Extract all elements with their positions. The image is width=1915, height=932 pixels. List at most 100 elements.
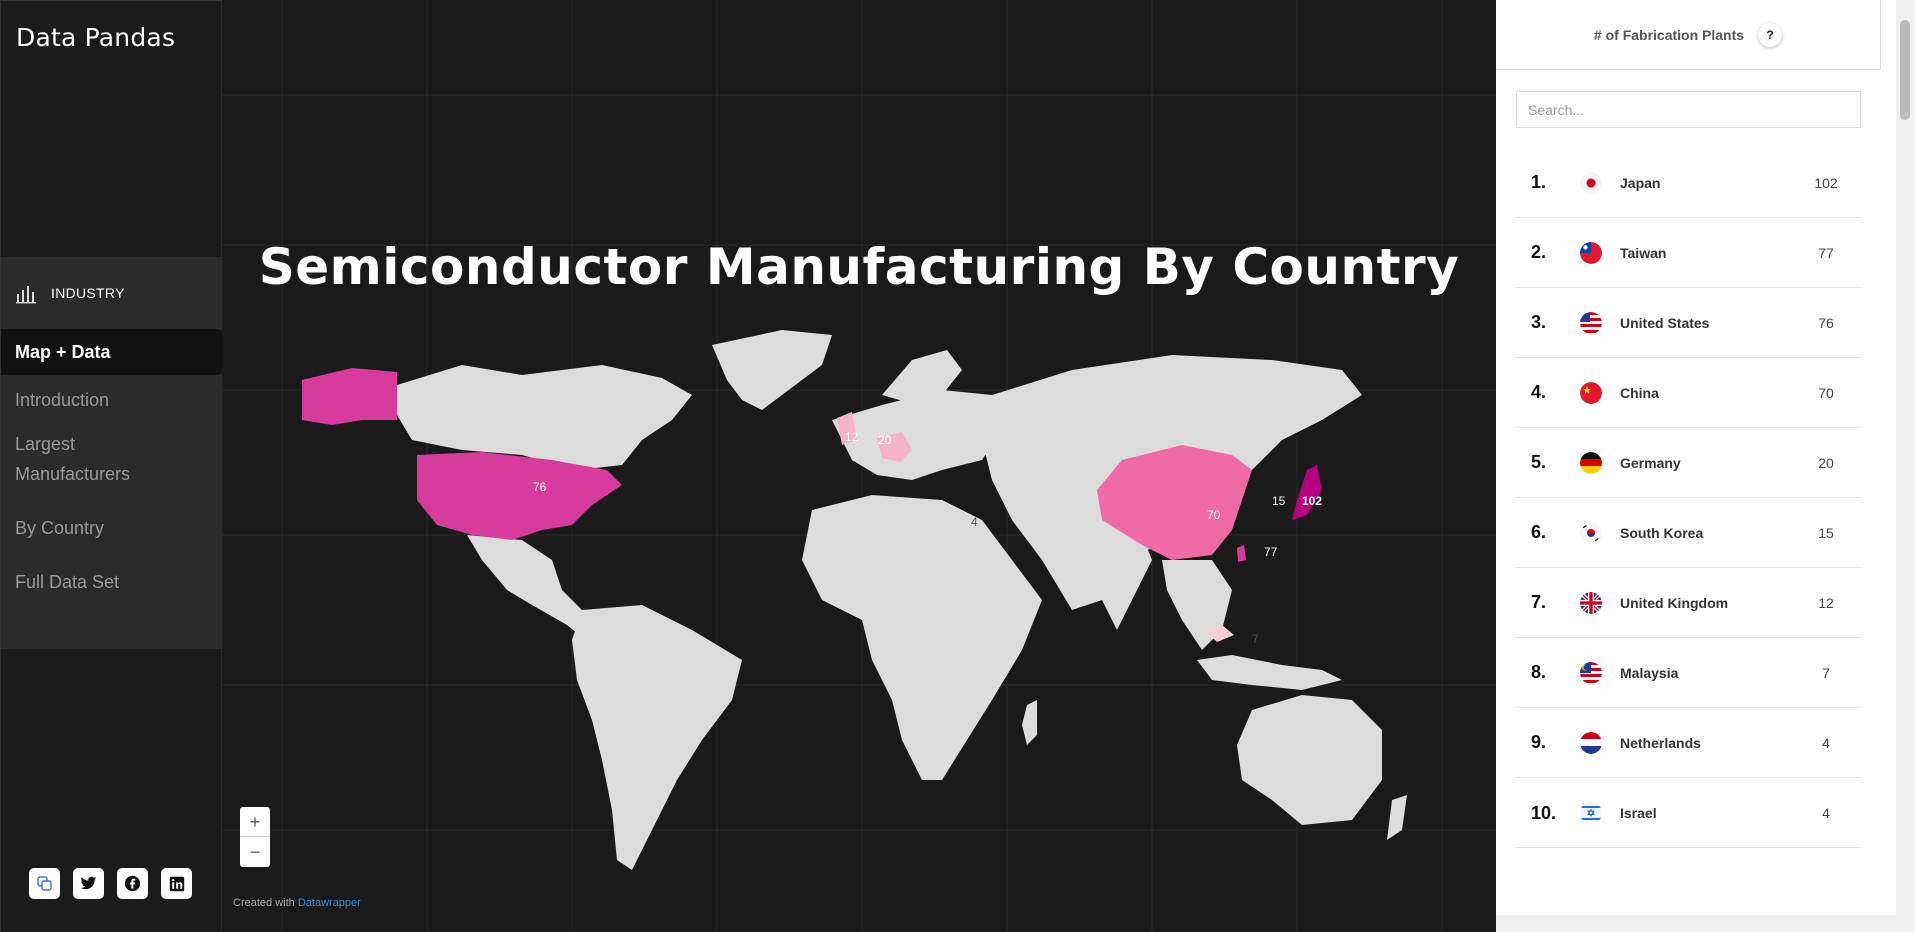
country-value: 70: [1818, 384, 1834, 401]
region-alaska[interactable]: [302, 368, 397, 425]
nav-item-full-data-set[interactable]: Full Data Set: [15, 572, 120, 592]
flag-taiwan-icon: [1580, 241, 1602, 264]
list-item[interactable]: 9. Netherlands 4: [1516, 708, 1861, 778]
country-name: Malaysia: [1620, 664, 1679, 681]
nav-item-map-data[interactable]: Map + Data: [1, 329, 223, 375]
flag-united-kingdom-icon: [1580, 591, 1602, 614]
map-label-uk: 12: [845, 430, 859, 444]
rank: 2.: [1531, 242, 1547, 262]
sidebar: Data Pandas INDUSTRY Map + Data Introduc…: [0, 0, 223, 932]
list-item[interactable]: 1. Japan 102: [1516, 148, 1861, 218]
flag-israel-icon: [1580, 802, 1602, 824]
land: [397, 330, 1407, 870]
flag-japan-icon: [1580, 171, 1602, 194]
map-grid: [222, 0, 1496, 932]
nav-item-by-country[interactable]: By Country: [15, 518, 105, 538]
country-name: United States: [1620, 314, 1710, 331]
nav-item-largest-manufacturers[interactable]: Largest Manufacturers: [15, 434, 131, 484]
map-label-israel: 4: [971, 515, 978, 529]
help-button[interactable]: ?: [1758, 22, 1783, 47]
twitter-icon: [80, 876, 97, 890]
country-value: 102: [1814, 174, 1838, 191]
rank: 5.: [1531, 452, 1547, 472]
data-panel: # of Fabrication Plants ? 1. Japan 102 2…: [1496, 0, 1915, 932]
flag-united-states-icon: [1580, 311, 1602, 334]
country-name: Taiwan: [1620, 244, 1667, 261]
country-name: Israel: [1620, 805, 1657, 821]
credit-prefix: Created with: [233, 897, 295, 909]
datawrapper-link[interactable]: Datawrapper: [297, 897, 361, 909]
flag-netherlands-icon: [1580, 731, 1602, 754]
map-label-us: 76: [533, 480, 547, 494]
list-item[interactable]: 7. United Kingdom 12: [1516, 568, 1861, 638]
map-title: Semiconductor Manufacturing By Country: [258, 238, 1460, 296]
vertical-scrollbar[interactable]: [1896, 0, 1915, 915]
list-item[interactable]: 10. Israel 4: [1516, 778, 1861, 848]
nav-item-introduction[interactable]: Introduction: [15, 390, 110, 410]
region-united-states[interactable]: [417, 452, 622, 540]
zoom-control: + −: [240, 807, 270, 867]
country-name: Japan: [1620, 174, 1661, 191]
copy-link-icon: [37, 876, 52, 891]
map-label-china: 70: [1207, 508, 1221, 522]
region-japan[interactable]: [1292, 465, 1322, 520]
panel-header: # of Fabrication Plants ?: [1496, 0, 1881, 70]
list-item[interactable]: 5. Germany 20: [1516, 428, 1861, 498]
map-label-south-korea: 15: [1272, 494, 1286, 508]
panel-header-title: # of Fabrication Plants: [1593, 26, 1745, 43]
country-name: Germany: [1620, 454, 1681, 471]
rank: 1.: [1531, 172, 1547, 192]
list-item[interactable]: 4. China 70: [1516, 358, 1861, 428]
copy-link-button[interactable]: [29, 868, 60, 899]
map-label-japan: 102: [1302, 494, 1323, 508]
country-name: Netherlands: [1620, 734, 1701, 751]
facebook-icon: [124, 875, 141, 892]
rank: 6.: [1531, 522, 1547, 542]
nav-panel: INDUSTRY Map + Data Introduction Largest…: [1, 257, 223, 649]
highlighted-countries: [302, 368, 1322, 642]
region-taiwan[interactable]: [1237, 545, 1246, 562]
region-uk[interactable]: [837, 412, 857, 445]
country-value: 7: [1822, 664, 1830, 681]
map-label-germany: 20: [878, 433, 892, 447]
nav-section-industry[interactable]: INDUSTRY: [1, 257, 223, 329]
country-value: 4: [1822, 805, 1830, 821]
list-item[interactable]: 6. South Korea 15: [1516, 498, 1861, 568]
brand-title[interactable]: Data Pandas: [16, 23, 176, 52]
list-item[interactable]: 8. Malaysia 7: [1516, 638, 1861, 708]
rank: 3.: [1531, 312, 1547, 332]
country-value: 15: [1818, 524, 1834, 541]
country-value: 4: [1822, 734, 1830, 751]
twitter-button[interactable]: [73, 868, 104, 899]
country-value: 20: [1818, 454, 1834, 471]
zoom-out-button[interactable]: −: [249, 842, 261, 862]
flag-south-korea-icon: [1580, 521, 1602, 544]
facebook-button[interactable]: [117, 868, 148, 899]
search-input[interactable]: [1516, 91, 1861, 128]
map-label-taiwan: 77: [1264, 545, 1278, 559]
zoom-in-button[interactable]: +: [240, 807, 270, 837]
region-malaysia[interactable]: [1202, 625, 1234, 642]
flag-china-icon: [1580, 381, 1602, 404]
list-item[interactable]: 3. United States 76: [1516, 288, 1861, 358]
region-china[interactable]: [1097, 445, 1252, 560]
rank: 4.: [1531, 382, 1547, 402]
rank: 10.: [1531, 802, 1557, 823]
country-name: United Kingdom: [1620, 594, 1729, 611]
flag-germany-icon: [1580, 451, 1602, 474]
linkedin-button[interactable]: [161, 868, 192, 899]
list-item[interactable]: 2. Taiwan 77: [1516, 218, 1861, 288]
scrollbar-thumb[interactable]: [1900, 20, 1910, 120]
social-links: [29, 868, 192, 899]
bar-chart-icon: [16, 286, 36, 304]
list-divider: [1516, 847, 1861, 848]
flag-malaysia-icon: [1580, 661, 1602, 684]
horizontal-scrollbar[interactable]: [1496, 915, 1915, 932]
region-germany[interactable]: [877, 432, 912, 462]
world-map[interactable]: [222, 0, 1496, 932]
map-label-malaysia: 7: [1252, 632, 1259, 646]
country-value: 12: [1818, 594, 1834, 611]
country-value: 77: [1818, 244, 1834, 261]
nav-section-label: INDUSTRY: [51, 285, 125, 301]
